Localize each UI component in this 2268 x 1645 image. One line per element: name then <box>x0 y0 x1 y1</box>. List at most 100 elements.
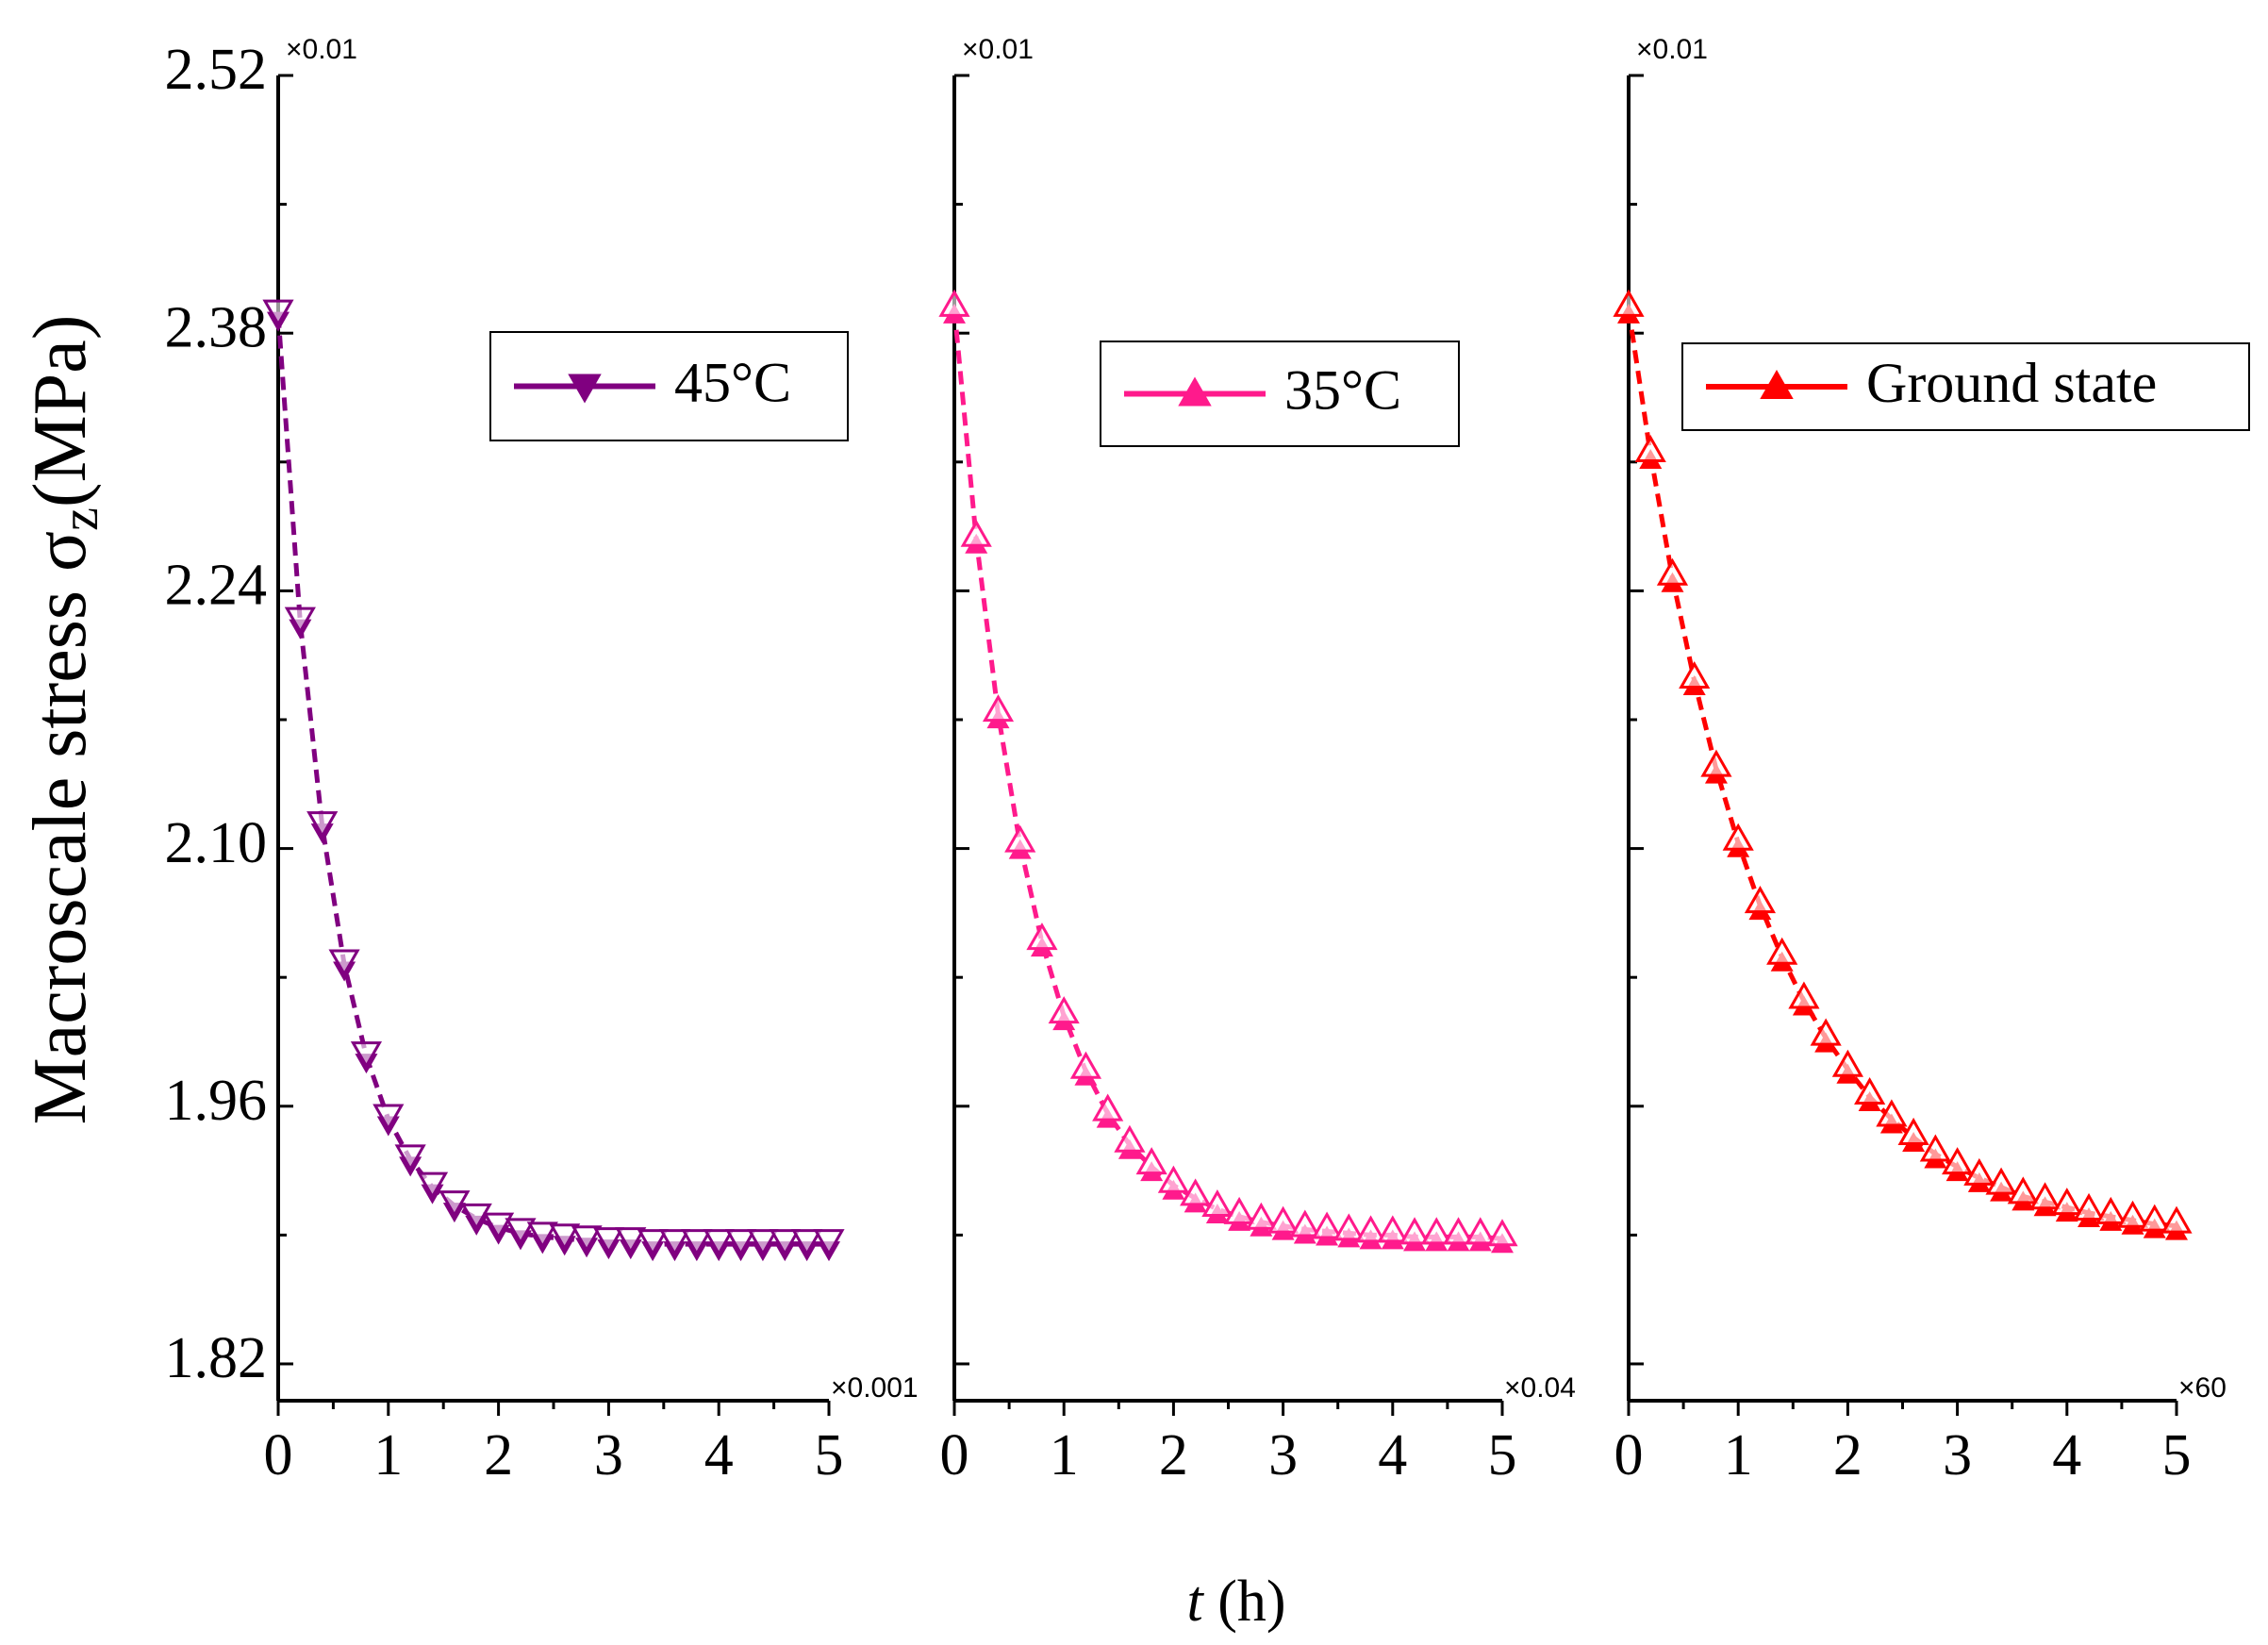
marker <box>526 1221 558 1255</box>
x-tick-label: 4 <box>1378 1423 1407 1487</box>
marker <box>637 1229 669 1262</box>
marker-outline <box>262 299 294 327</box>
y-label-sub: z <box>51 507 109 531</box>
marker-outline <box>615 1227 647 1255</box>
marker-outline <box>2094 1196 2127 1224</box>
marker-outline <box>1919 1134 1951 1162</box>
x-tick-label: 5 <box>815 1423 844 1487</box>
x-tick-label: 0 <box>1614 1423 1644 1487</box>
marker-outline <box>1744 886 1777 914</box>
marker-outline <box>592 1227 624 1255</box>
marker <box>769 1229 801 1262</box>
marker-outline <box>813 1229 845 1257</box>
marker-outline <box>1311 1211 1343 1239</box>
marker <box>2160 1205 2193 1240</box>
marker <box>1788 981 1820 1016</box>
legend-label: Ground state <box>1866 352 2157 414</box>
marker <box>2073 1192 2105 1227</box>
marker-outline <box>681 1229 713 1257</box>
marker-outline <box>769 1229 801 1257</box>
marker-outline <box>1180 1178 1212 1206</box>
marker-outline <box>1245 1202 1277 1230</box>
y-multiplier: ×0.01 <box>962 34 1034 65</box>
marker-outline <box>1135 1147 1167 1175</box>
marker-outline <box>2007 1176 2039 1205</box>
marker-outline <box>1092 1093 1124 1122</box>
marker <box>1876 1099 1908 1134</box>
x-label-var: t <box>1186 1570 1204 1634</box>
y-label-text: Macroscale stress σ <box>19 531 102 1125</box>
marker <box>284 606 316 640</box>
marker <box>791 1229 823 1262</box>
marker-outline <box>703 1229 735 1257</box>
marker-outline <box>306 811 339 839</box>
marker <box>1985 1167 2017 1202</box>
marker <box>1004 824 1036 859</box>
marker-outline <box>2139 1204 2171 1232</box>
marker-outline <box>2073 1192 2105 1221</box>
marker-outline <box>1788 981 1820 1009</box>
marker-outline <box>372 1104 405 1132</box>
y-tick-label: 2.52 <box>165 38 268 102</box>
x-tick-label: 4 <box>704 1423 734 1487</box>
series-line <box>275 314 829 1247</box>
marker <box>2116 1200 2149 1235</box>
marker-outline <box>505 1218 537 1246</box>
marker-outline <box>1897 1117 1929 1145</box>
marker-outline <box>1157 1165 1189 1193</box>
marker <box>1420 1217 1452 1252</box>
marker-outline <box>2116 1200 2149 1228</box>
marker-outline <box>571 1225 603 1254</box>
marker <box>1963 1157 1995 1192</box>
marker <box>1442 1217 1475 1252</box>
marker <box>2094 1196 2127 1231</box>
y-multiplier: ×0.01 <box>286 34 357 65</box>
marker-outline <box>1333 1213 1365 1241</box>
marker <box>1656 557 1689 592</box>
marker-outline <box>1026 922 1058 951</box>
marker <box>1831 1049 1863 1084</box>
marker-outline <box>1377 1215 1409 1243</box>
x-tick-label: 2 <box>484 1423 513 1487</box>
marker <box>615 1227 647 1260</box>
x-multiplier: ×0.04 <box>1504 1372 1576 1404</box>
x-tick-label: 5 <box>1488 1423 1517 1487</box>
y-axis-label: Macroscale stress σz(MPa) <box>19 315 109 1125</box>
legend-box <box>1681 342 2250 431</box>
marker-outline <box>350 1041 383 1070</box>
marker <box>1634 434 1666 469</box>
marker <box>571 1225 603 1258</box>
marker-outline <box>1465 1217 1497 1245</box>
marker-outline <box>1114 1124 1146 1153</box>
marker <box>938 289 970 324</box>
marker-outline <box>938 289 970 317</box>
marker <box>1679 660 1711 696</box>
marker <box>960 519 992 554</box>
marker-outline <box>1963 1157 1995 1186</box>
marker-outline <box>982 694 1015 723</box>
marker <box>394 1144 426 1177</box>
x-multiplier: ×60 <box>2178 1372 2227 1404</box>
x-axis-label: t (h) <box>1186 1570 1285 1634</box>
marker-outline <box>328 949 360 977</box>
marker <box>1613 289 1645 324</box>
y-tick-label: 1.82 <box>165 1326 268 1390</box>
marker-outline <box>747 1229 779 1257</box>
x-tick-label: 1 <box>1050 1423 1079 1487</box>
y-tick-label: 2.38 <box>165 295 268 359</box>
x-label-unit: (h) <box>1217 1570 1285 1634</box>
x-tick-label: 5 <box>2162 1423 2192 1487</box>
marker-outline <box>1048 996 1080 1024</box>
y-multiplier: ×0.01 <box>1636 34 1708 65</box>
marker-outline <box>1722 822 1754 851</box>
marker <box>549 1223 581 1256</box>
marker-outline <box>637 1229 669 1257</box>
marker-outline <box>549 1223 581 1252</box>
marker <box>1465 1217 1497 1252</box>
marker <box>658 1229 691 1262</box>
marker-outline <box>1004 824 1036 853</box>
series-line <box>952 308 1503 1241</box>
marker <box>1897 1117 1929 1152</box>
marker-outline <box>416 1171 449 1200</box>
